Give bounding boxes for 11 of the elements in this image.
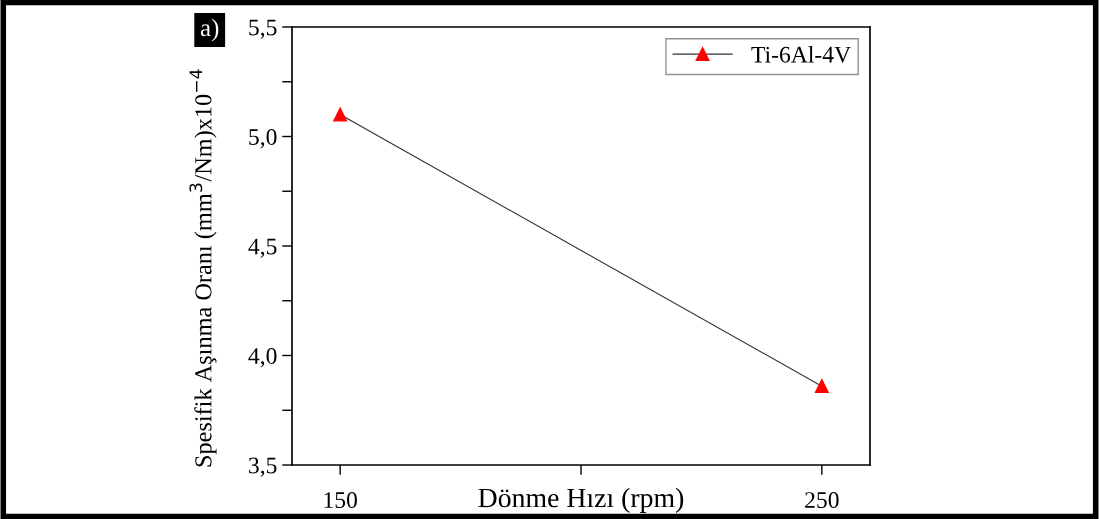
text: a) bbox=[200, 18, 219, 42]
x-axis-title: Dönme Hızı (rpm) bbox=[478, 487, 684, 513]
x-tick-label: 250 bbox=[805, 492, 839, 509]
y-tick-label: 5,5 bbox=[249, 19, 277, 39]
y-tick-label: 5,0 bbox=[249, 128, 277, 149]
legend-label: Ti-6Al-4V bbox=[751, 46, 851, 63]
x-tick-label: 150 bbox=[324, 492, 357, 509]
y-axis-title: Spesifik Aşınma Oranı (mm$^{3}$/Nm)x10$^{−4}$ bbox=[189, 69, 217, 467]
y-tick-label: 4,0 bbox=[248, 347, 277, 368]
y-tick-label: 3,5 bbox=[249, 457, 277, 477]
y-tick-label: 4,5 bbox=[248, 238, 277, 258]
